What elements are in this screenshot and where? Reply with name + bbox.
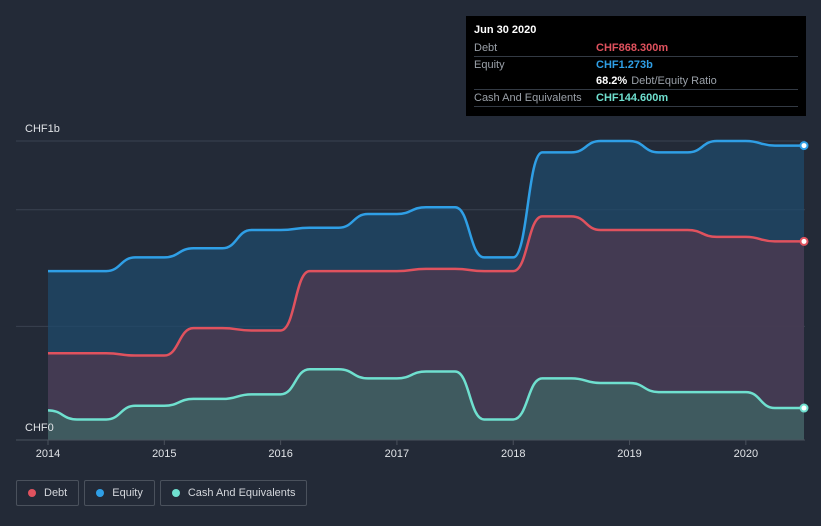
x-tick-label: 2018: [501, 448, 525, 460]
x-axis: 2014 2015 2016 2017 2018 2019 2020: [16, 439, 805, 460]
tooltip-debt-label: Debt: [474, 42, 498, 54]
tooltip-cash-value: CHF144.600m: [596, 92, 669, 104]
tooltip-row-equity: Equity CHF1.273b: [474, 57, 798, 73]
x-tick-label: 2019: [617, 448, 641, 460]
tooltip-ratio-value: 68.2%: [596, 75, 628, 87]
y-label-zero: CHF0: [25, 422, 54, 434]
x-tick-label: 2015: [152, 448, 176, 460]
tooltip-cash-label: Cash And Equivalents: [474, 92, 582, 104]
debt-dot-icon: [28, 489, 36, 497]
legend-debt-label: Debt: [44, 487, 68, 499]
tooltip-equity-value: CHF1.273b: [596, 59, 653, 71]
legend-item-equity[interactable]: Equity: [84, 480, 155, 506]
series-areas: [48, 141, 804, 440]
debt-line: [48, 215, 804, 357]
tooltip-row-cash: Cash And Equivalents CHF144.600m: [474, 90, 798, 107]
legend-cash-label: Cash And Equivalents: [187, 487, 296, 499]
tooltip-date: Jun 30 2020: [474, 24, 537, 36]
debt-end-marker: [799, 236, 809, 246]
cash-dot-icon: [171, 489, 180, 497]
legend-item-cash[interactable]: Cash And Equivalents: [159, 480, 308, 506]
legend-item-debt[interactable]: Debt: [16, 480, 80, 506]
series-lines: [47, 139, 804, 421]
equity-line: [48, 139, 804, 273]
y-label-max: CHF1b: [25, 123, 60, 135]
legend: Debt Equity Cash And Equivalents: [16, 480, 312, 506]
x-tick-label: 2016: [268, 448, 292, 460]
equity-dot-icon: [96, 489, 105, 497]
tooltip-ratio-label: Debt/Equity Ratio: [631, 75, 717, 87]
tooltip-debt-value: CHF868.300m: [596, 42, 669, 54]
tooltip-equity-label: Equity: [474, 59, 505, 71]
tooltip: Jun 30 2020 Debt CHF868.300m Equity CHF1…: [466, 16, 806, 116]
legend-equity-label: Equity: [112, 487, 143, 499]
x-tick-label: 2020: [734, 448, 758, 460]
x-tick-label: 2017: [385, 448, 409, 460]
end-markers: [799, 141, 809, 413]
tooltip-row-debt: Debt CHF868.300m: [474, 40, 798, 57]
tooltip-row-ratio: 68.2% Debt/Equity Ratio: [474, 73, 798, 90]
x-tick-label: 2014: [36, 448, 60, 460]
cash-area: [48, 369, 804, 440]
equity-end-marker: [799, 141, 809, 151]
cash-end-marker: [799, 403, 809, 413]
cash-line: [47, 367, 804, 421]
